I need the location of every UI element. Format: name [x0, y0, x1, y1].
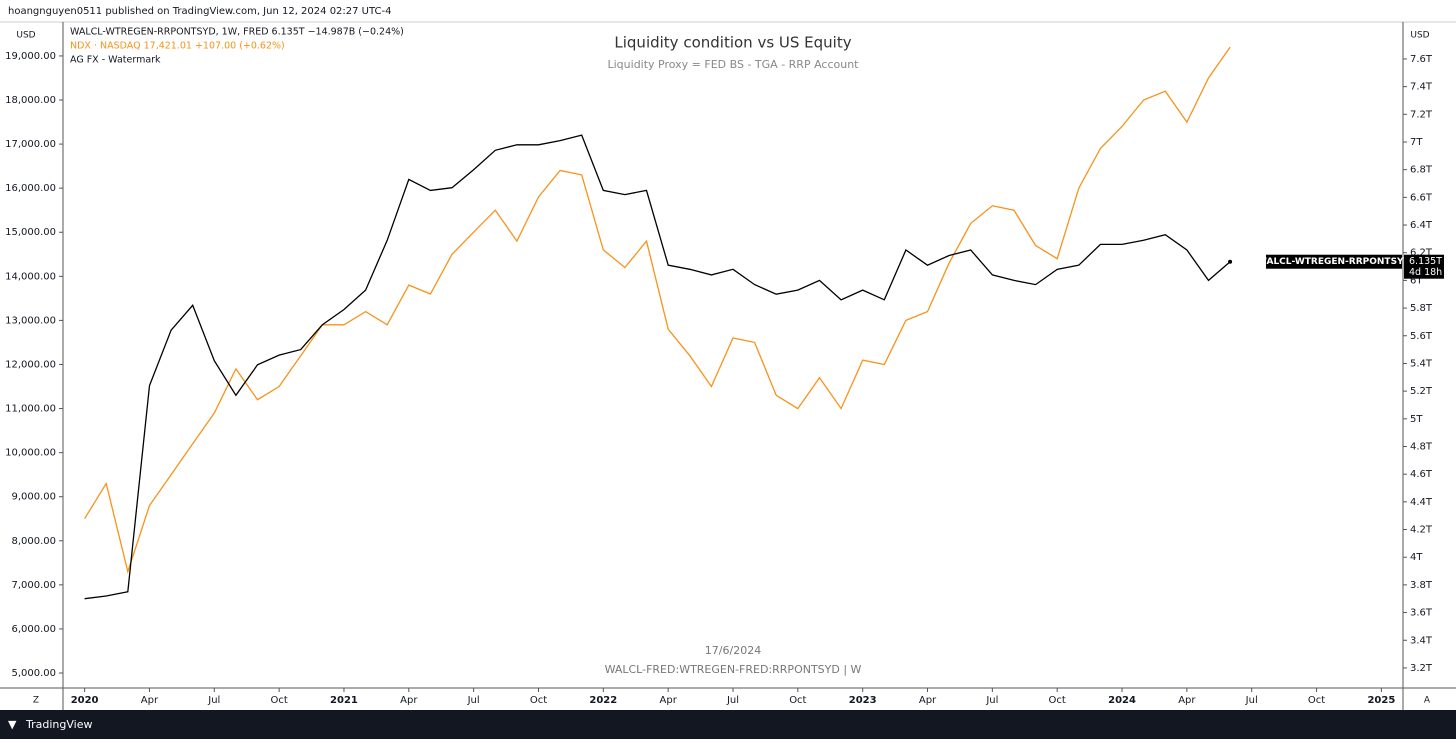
y2-tick-label: 5.2T [1410, 386, 1433, 397]
y2-tick-label: 7.2T [1410, 109, 1433, 120]
x-tick-label: Oct [270, 695, 287, 706]
y2-tick-label: 6T [1410, 275, 1423, 286]
y2-tick-label: 7.4T [1410, 82, 1433, 93]
y-tick-label: 13,000.00 [5, 315, 56, 326]
y-tick-label: 19,000.00 [5, 51, 56, 62]
y2-tick-label: 3.4T [1410, 635, 1433, 646]
y-tick-label: 7,000.00 [11, 580, 56, 591]
y2-tick-label: 4.2T [1410, 525, 1433, 536]
series-line [84, 134, 1231, 600]
x-tick-label: 2023 [849, 695, 877, 706]
x-tick-label: Jul [207, 695, 220, 706]
watermark: WALCL-FRED:WTREGEN-FRED:RRPONTSYD | W [605, 663, 862, 676]
x-tick-label: Apr [919, 695, 937, 706]
price-tag-countdown: 4d 18h [1409, 267, 1442, 278]
x-tick-label: 2025 [1367, 695, 1395, 706]
price-tag-name-bg [1266, 254, 1402, 269]
legend-line: WALCL-WTREGEN-RRPONTSYD, 1W, FRED 6.135T… [70, 27, 404, 38]
y2-tick-label: 7.6T [1410, 54, 1433, 65]
x-tick-label: Jul [726, 695, 739, 706]
corner-label: Z [33, 696, 39, 706]
y2-tick-label: 4.6T [1410, 469, 1433, 480]
x-tick-label: Apr [400, 695, 418, 706]
y2-unit: USD [1410, 31, 1429, 41]
price-tag-bg [1404, 254, 1444, 279]
x-tick-label: Jul [467, 695, 480, 706]
y-tick-label: 9,000.00 [11, 492, 56, 503]
y2-tick-label: 4T [1410, 552, 1423, 563]
footer: TradingView [25, 718, 92, 731]
watermark: 17/6/2024 [705, 644, 761, 657]
header-bar [0, 0, 1456, 22]
y2-tick-label: 5.8T [1410, 303, 1433, 314]
x-tick-label: Oct [789, 695, 806, 706]
x-tick-label: 2022 [589, 695, 617, 706]
y-tick-label: 18,000.00 [5, 95, 56, 106]
y2-tick-label: 6.4T [1410, 220, 1433, 231]
x-tick-label: Jul [985, 695, 998, 706]
y2-tick-label: 4.8T [1410, 441, 1433, 452]
footer-logo: ▼ [8, 718, 17, 731]
y2-tick-label: 6.8T [1410, 165, 1433, 176]
y-tick-label: 6,000.00 [11, 624, 56, 635]
y-tick-label: 14,000.00 [5, 271, 56, 282]
x-tick-label: Apr [660, 695, 678, 706]
y2-tick-label: 6.2T [1410, 248, 1433, 259]
y2-tick-label: 3.8T [1410, 580, 1433, 591]
y-tick-label: 8,000.00 [11, 536, 56, 547]
x-tick-label: Oct [530, 695, 547, 706]
y-tick-label: 10,000.00 [5, 448, 56, 459]
price-tag-value: 6.135T [1409, 256, 1442, 267]
x-tick-label: 2020 [71, 695, 99, 706]
price-tag-name: WALCL-WTREGEN-RRPONTSYD [1257, 257, 1411, 267]
x-tick-label: 2024 [1108, 695, 1136, 706]
y2-tick-label: 6.6T [1410, 192, 1433, 203]
y-tick-label: 15,000.00 [5, 227, 56, 238]
y2-tick-label: 4.4T [1410, 497, 1433, 508]
y-tick-label: 11,000.00 [5, 404, 56, 415]
y2-tick-label: 5.6T [1410, 331, 1433, 342]
x-tick-label: Oct [1308, 695, 1325, 706]
y2-tick-label: 7T [1410, 137, 1423, 148]
y2-tick-label: 5.4T [1410, 358, 1433, 369]
y2-tick-label: 3.6T [1410, 608, 1433, 619]
chart-title: Liquidity condition vs US Equity [614, 34, 851, 52]
y-unit: USD [16, 31, 35, 41]
x-tick-label: 2021 [330, 695, 358, 706]
y-tick-label: 5,000.00 [11, 668, 56, 679]
legend-line: AG FX - Watermark [70, 55, 161, 66]
y-tick-label: 17,000.00 [5, 139, 56, 150]
x-tick-label: Apr [1178, 695, 1196, 706]
x-tick-label: Oct [1049, 695, 1066, 706]
corner-label: A [1424, 696, 1431, 706]
last-point [1228, 259, 1233, 264]
header: hoangnguyen0511 published on TradingView… [8, 6, 391, 17]
x-tick-label: Apr [141, 695, 159, 706]
series-line [84, 46, 1231, 574]
legend-line: NDX · NASDAQ 17,421.01 +107.00 (+0.62%) [70, 41, 285, 52]
y-tick-label: 16,000.00 [5, 183, 56, 194]
y2-tick-label: 3.2T [1410, 663, 1433, 674]
chart-subtitle: Liquidity Proxy = FED BS - TGA - RRP Acc… [608, 58, 860, 71]
footer-bar [0, 710, 1456, 739]
y-tick-label: 12,000.00 [5, 359, 56, 370]
y2-tick-label: 5T [1410, 414, 1423, 425]
x-tick-label: Jul [1245, 695, 1258, 706]
